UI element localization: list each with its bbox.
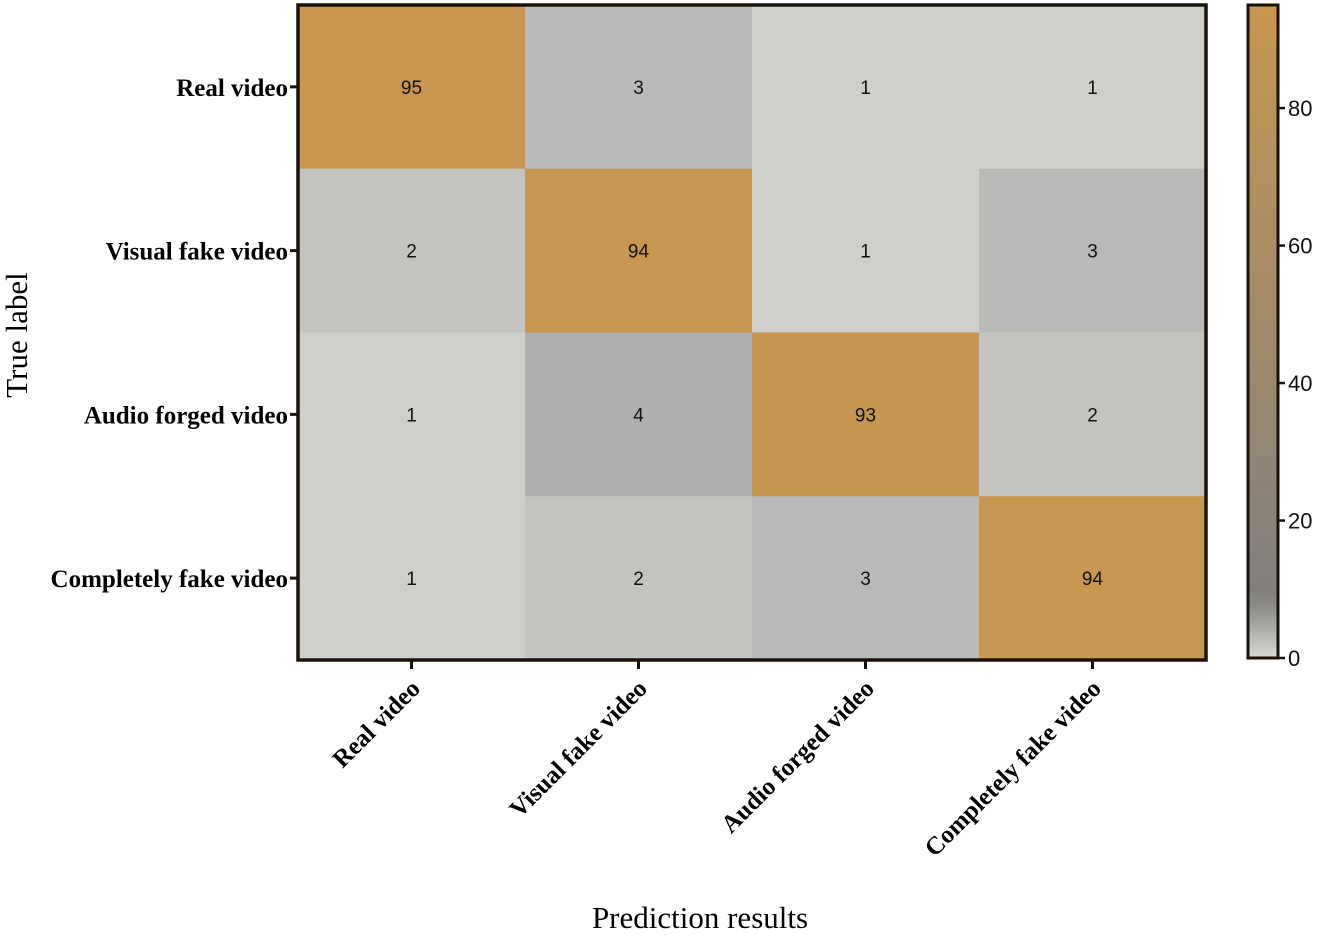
cell-value-label: 4	[633, 405, 644, 426]
heatmap-cell	[525, 496, 753, 661]
cell-value-label: 2	[1087, 405, 1098, 426]
heatmap-cell	[298, 496, 526, 661]
heatmap-cell-labels: 95 3 1 1 2 94 1 3 1 4 93 2 1 2 3 94	[401, 78, 1104, 590]
x-tick-label: Completely fake video	[920, 675, 1107, 862]
heatmap-cell	[525, 332, 753, 497]
colorbar-tick-label: 20	[1288, 509, 1312, 534]
cell-value-label: 2	[406, 242, 417, 263]
y-tick-label: Real video	[176, 75, 288, 102]
cell-value-label: 1	[860, 242, 871, 263]
heatmap-cell	[525, 5, 753, 170]
heatmap-cell	[752, 5, 980, 170]
colorbar-tick-label: 40	[1288, 371, 1312, 396]
cell-value-label: 3	[1087, 242, 1098, 263]
heatmap-cell	[298, 168, 526, 333]
colorbar-tick-label: 60	[1288, 234, 1312, 259]
y-tick-label: Completely fake video	[51, 566, 288, 593]
cell-value-label: 1	[1087, 78, 1098, 99]
heatmap-cell	[298, 332, 526, 497]
heatmap-cell	[752, 168, 980, 333]
heatmap-cell	[979, 5, 1207, 170]
cell-value-label: 2	[633, 569, 644, 590]
cell-value-label: 95	[401, 78, 422, 99]
heatmap-cell	[752, 496, 980, 661]
cell-value-label: 1	[406, 569, 417, 590]
cell-value-label: 94	[628, 242, 650, 263]
y-axis: Real video Visual fake video Audio forged …	[51, 75, 298, 593]
heatmap-cell	[979, 332, 1207, 497]
heatmap-cell	[298, 5, 526, 170]
heatmap-cell	[752, 332, 980, 497]
x-axis-title: Prediction results	[592, 900, 808, 935]
cell-value-label: 3	[633, 78, 644, 99]
colorbar-tick-label: 80	[1288, 96, 1312, 121]
x-tick-label: Real video	[328, 675, 426, 773]
y-axis-title: True label	[0, 272, 34, 397]
x-axis: Real video Visual fake video Audio forged …	[328, 660, 1107, 862]
heatmap-cell	[979, 168, 1207, 333]
heatmap-cell	[525, 168, 753, 333]
y-tick-label: Visual fake video	[106, 239, 288, 266]
cell-value-label: 94	[1082, 569, 1104, 590]
y-tick-label: Audio forged video	[84, 402, 288, 429]
cell-value-label: 93	[855, 405, 876, 426]
cell-value-label: 1	[860, 78, 871, 99]
x-tick-label: Audio forged video	[716, 675, 879, 838]
colorbar: 0 20 40 60 80	[1246, 3, 1312, 671]
cell-value-label: 1	[406, 405, 417, 426]
colorbar-bar	[1246, 3, 1280, 660]
plot-frame	[296, 3, 1208, 662]
x-tick-label: Visual fake video	[505, 675, 653, 823]
colorbar-tick-label: 0	[1288, 646, 1300, 671]
heatmap-cell	[979, 496, 1207, 661]
heatmap-cells	[298, 5, 1207, 661]
cell-value-label: 3	[860, 569, 871, 590]
